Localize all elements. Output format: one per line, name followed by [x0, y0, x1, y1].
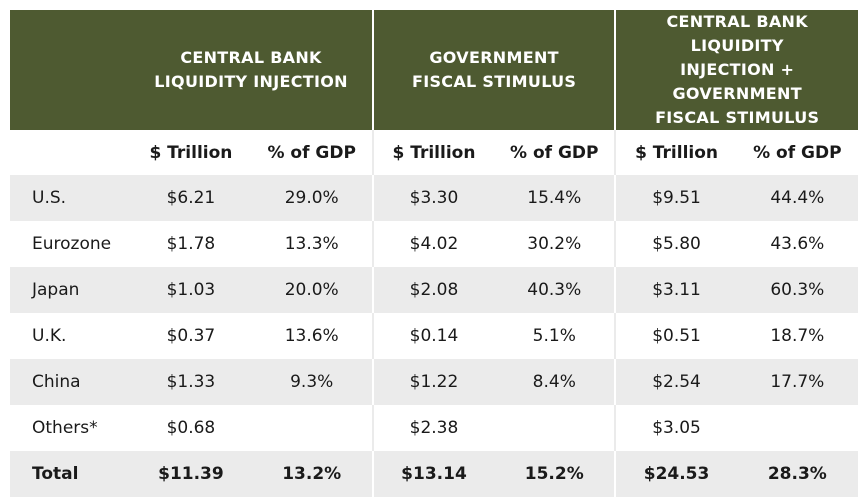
value-cell: 40.3%: [494, 267, 616, 313]
column-header: $ Trillion: [371, 130, 495, 175]
value-cell: 17.7%: [736, 359, 858, 405]
value-cell: 5.1%: [532, 326, 576, 346]
group-header-combined: CENTRAL BANK LIQUIDITY INJECTION + GOVER…: [614, 10, 858, 130]
column-header: $ Trillion: [130, 130, 252, 175]
group-header-fiscal-line1: GOVERNMENT: [429, 48, 559, 67]
column-header: $ Trillion: [614, 130, 737, 175]
value-cell: $6.21: [130, 175, 252, 221]
country-cell: U.K.: [32, 326, 67, 346]
value-cell: [494, 405, 615, 451]
value-cell: 9.3%: [251, 359, 373, 405]
group-header-combined-line1: CENTRAL BANK LIQUIDITY: [666, 12, 808, 55]
value-cell: [252, 405, 373, 451]
value-cell: $13.14: [371, 451, 495, 497]
column-header: % of GDP: [494, 130, 616, 175]
value-cell: $3.30: [371, 175, 495, 221]
value-cell: $2.54: [614, 359, 737, 405]
country-cell: China: [10, 359, 131, 405]
value-cell: 15.4%: [494, 175, 616, 221]
table-row: U.S. $6.21 29.0% $3.30 15.4% $9.51 44.4%: [10, 175, 858, 221]
header-blank-cell: [10, 10, 131, 130]
country-cell: Eurozone: [32, 234, 112, 254]
group-header-combined-line3: FISCAL STIMULUS: [655, 108, 820, 127]
stimulus-table: CENTRAL BANK LIQUIDITY INJECTION GOVERNM…: [10, 10, 858, 497]
country-cell: Total: [10, 451, 131, 497]
value-cell: 28.3%: [736, 451, 858, 497]
value-cell: $0.14: [371, 313, 495, 359]
value-cell: $1.22: [371, 359, 495, 405]
value-cell: $1.33: [130, 359, 252, 405]
value-cell: 18.7%: [770, 326, 825, 346]
value-cell: 15.2%: [494, 451, 616, 497]
value-cell: $2.38: [371, 405, 495, 451]
value-cell: $5.80: [614, 221, 737, 267]
table-row: China $1.33 9.3% $1.22 8.4% $2.54 17.7%: [10, 359, 858, 405]
country-cell: U.S.: [10, 175, 131, 221]
value-cell: 30.2%: [527, 234, 582, 254]
value-cell: $3.11: [614, 267, 737, 313]
value-cell: 29.0%: [251, 175, 373, 221]
group-header-central-bank-line2: LIQUIDITY INJECTION: [154, 72, 348, 91]
group-header-fiscal: GOVERNMENT FISCAL STIMULUS: [371, 10, 616, 130]
column-header-row: $ Trillion % of GDP $ Trillion % of GDP …: [10, 130, 858, 175]
value-cell: 13.3%: [284, 234, 339, 254]
column-header: % of GDP: [736, 130, 858, 175]
value-cell: 43.6%: [770, 234, 825, 254]
group-header-row: CENTRAL BANK LIQUIDITY INJECTION GOVERNM…: [10, 10, 858, 130]
value-cell: 60.3%: [736, 267, 858, 313]
table-row: Others* $0.68 $2.38 $3.05: [10, 405, 858, 451]
value-cell: $0.51: [614, 313, 737, 359]
value-cell: $1.78: [166, 234, 216, 254]
value-cell: 44.4%: [736, 175, 858, 221]
stimulus-table-figure: CENTRAL BANK LIQUIDITY INJECTION GOVERNM…: [10, 10, 858, 497]
table-row: Japan $1.03 20.0% $2.08 40.3% $3.11 60.3…: [10, 267, 858, 313]
group-header-central-bank: CENTRAL BANK LIQUIDITY INJECTION: [130, 10, 373, 130]
value-cell: 13.6%: [284, 326, 339, 346]
value-cell: $3.05: [614, 405, 737, 451]
value-cell: 8.4%: [494, 359, 616, 405]
value-cell: $11.39: [130, 451, 252, 497]
value-cell: $0.68: [166, 418, 216, 438]
group-header-combined-line2: INJECTION + GOVERNMENT: [672, 60, 802, 103]
column-header-country: [10, 130, 131, 175]
column-header: % of GDP: [251, 130, 373, 175]
value-cell: 20.0%: [251, 267, 373, 313]
value-cell: $1.03: [130, 267, 252, 313]
value-cell: $24.53: [614, 451, 737, 497]
total-row: Total $11.39 13.2% $13.14 15.2% $24.53 2…: [10, 451, 858, 497]
group-header-central-bank-line1: CENTRAL BANK: [180, 48, 322, 67]
country-cell: Others*: [32, 418, 98, 438]
value-cell: $0.37: [166, 326, 216, 346]
value-cell: $4.02: [371, 221, 495, 267]
value-cell: 13.2%: [251, 451, 373, 497]
value-cell: $2.08: [371, 267, 495, 313]
table-row: U.K. $0.37 13.6% $0.14 5.1% $0.51 18.7%: [10, 313, 858, 359]
value-cell: $9.51: [614, 175, 737, 221]
country-cell: Japan: [10, 267, 131, 313]
table-row: Eurozone $1.78 13.3% $4.02 30.2% $5.80 4…: [10, 221, 858, 267]
group-header-fiscal-line2: FISCAL STIMULUS: [412, 72, 577, 91]
value-cell: [737, 405, 858, 451]
